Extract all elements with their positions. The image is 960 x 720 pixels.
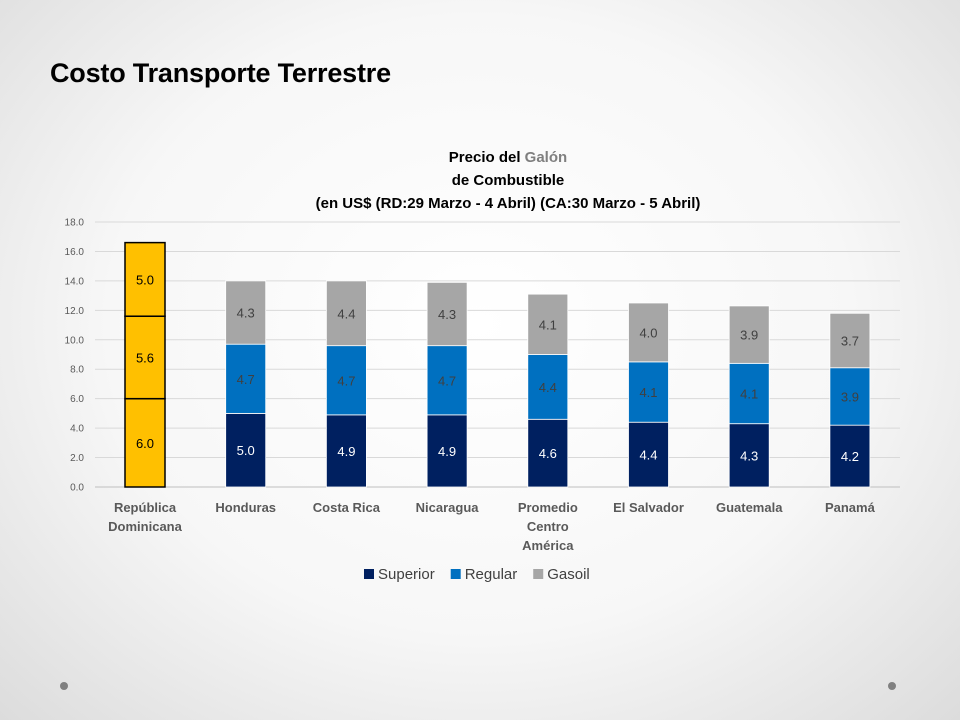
category-label: Honduras	[215, 500, 276, 515]
bar-segment-regular	[325, 345, 367, 416]
bar-segment-superior	[829, 424, 871, 488]
data-label-regular: 4.4	[539, 380, 557, 395]
category-label-line: Panamá	[825, 500, 876, 515]
legend-swatch-superior	[364, 569, 374, 579]
y-tick-label: 12.0	[65, 306, 85, 317]
data-label-regular: 4.1	[639, 385, 657, 400]
category-label-line: Costa Rica	[313, 500, 381, 515]
y-axis-ticks: 0.0 2.0 4.0 6.0 8.0 10.0 12.0 14.0 16.0 18.0	[65, 218, 85, 494]
bar-segment-superior	[628, 421, 669, 488]
bar-segment-gasoil	[225, 280, 267, 345]
data-label-regular: 4.7	[337, 373, 355, 388]
bars	[124, 241, 871, 488]
category-label: República Dominicana	[108, 500, 182, 534]
data-label-gasoil: 3.9	[740, 328, 758, 343]
data-label-superior: 6.0	[136, 436, 154, 451]
bar-segment-superior	[124, 397, 166, 488]
data-label-regular: 4.1	[740, 387, 758, 402]
bar-segment-regular	[728, 362, 770, 425]
data-label-gasoil: 5.0	[136, 272, 154, 287]
category-label-line: El Salvador	[613, 500, 684, 515]
chart-title-segment: de Combustible	[452, 172, 565, 189]
data-label-gasoil: 4.3	[438, 307, 456, 322]
bar-segment-gasoil	[628, 302, 669, 363]
y-tick-label: 18.0	[65, 218, 85, 229]
bar-segment-gasoil	[829, 312, 871, 369]
y-tick-label: 8.0	[70, 365, 84, 376]
x-axis-categories: República Dominicana Honduras Costa Rica Nic…	[108, 500, 875, 553]
data-labels: 6.0 5.6 5.0 5.0 4.7 4.3 4.9 4.7 4.4 4.9 4.7 4.3 4.6 4…	[136, 272, 859, 464]
y-tick-label: 6.0	[70, 394, 84, 405]
legend-label-regular: Regular	[465, 566, 518, 583]
slide-title: Costo Transporte Terrestre	[50, 58, 391, 88]
bar-segment-superior	[225, 412, 267, 488]
data-label-gasoil: 4.1	[539, 317, 557, 332]
category-label: Costa Rica	[313, 500, 381, 515]
bar-segment-gasoil	[325, 280, 367, 347]
y-tick-label: 2.0	[70, 453, 84, 464]
data-label-regular: 4.7	[438, 373, 456, 388]
category-label: Guatemala	[716, 500, 783, 515]
category-label: El Salvador	[613, 500, 684, 515]
category-label-line: Guatemala	[716, 500, 783, 515]
data-label-superior: 4.3	[740, 448, 758, 463]
gridlines	[95, 221, 900, 488]
category-label-line: Nicaragua	[416, 500, 480, 515]
bar-segment-regular	[225, 343, 267, 414]
chart-title-line: Precio del Galón	[449, 149, 567, 166]
data-label-gasoil: 4.4	[337, 306, 355, 321]
data-label-superior: 4.9	[438, 444, 456, 459]
data-label-gasoil: 3.7	[841, 334, 859, 349]
bar-segment-superior	[426, 414, 468, 488]
data-label-superior: 4.6	[539, 446, 557, 461]
bar-segment-gasoil	[426, 281, 468, 347]
category-label-line: América	[522, 538, 574, 553]
legend-label-gasoil: Gasoil	[547, 566, 590, 583]
chart-title-line: de Combustible	[452, 172, 565, 189]
category-label: Nicaragua	[416, 500, 480, 515]
bar-segment-regular	[527, 354, 569, 420]
category-label-line: Centro	[527, 519, 569, 534]
nav-dot-right	[888, 682, 896, 690]
data-label-superior: 4.9	[337, 444, 355, 459]
data-label-gasoil: 4.3	[237, 306, 255, 321]
y-tick-label: 16.0	[65, 247, 85, 258]
category-label-line: Dominicana	[108, 519, 182, 534]
category-label-line: Honduras	[215, 500, 276, 515]
legend-swatch-gasoil	[533, 569, 544, 579]
bar-segment-regular	[829, 367, 871, 426]
data-label-superior: 5.0	[237, 443, 255, 458]
data-label-gasoil: 4.0	[639, 325, 657, 340]
y-tick-label: 4.0	[70, 424, 84, 435]
y-tick-label: 10.0	[65, 335, 85, 346]
data-label-regular: 4.7	[237, 372, 255, 387]
bar-segment-regular	[124, 315, 166, 400]
bar-segment-superior	[325, 414, 367, 488]
nav-dot-left	[60, 682, 68, 690]
data-label-superior: 4.2	[841, 449, 859, 464]
chart-title-line: (en US$ (RD:29 Marzo - 4 Abril) (CA:30 M…	[316, 195, 701, 212]
legend-swatch-regular	[450, 569, 461, 579]
category-label: Panamá	[825, 500, 876, 515]
data-label-regular: 3.9	[841, 389, 859, 404]
y-tick-label: 14.0	[65, 276, 85, 287]
bar-segment-gasoil	[728, 305, 770, 364]
data-label-regular: 5.6	[136, 350, 154, 365]
category-label-line: República	[114, 500, 177, 515]
bar-segment-gasoil	[527, 293, 569, 355]
bar-segment-superior	[527, 418, 569, 488]
legend-label-superior: Superior	[378, 566, 435, 583]
chart-title-segment: (en US$ (RD:29 Marzo - 4 Abril) (CA:30 M…	[316, 195, 701, 212]
chart-title: Precio del Galón de Combustible (en US$ (R…	[316, 149, 701, 212]
y-tick-label: 0.0	[70, 483, 84, 494]
chart-title-segment: Galón	[525, 149, 568, 166]
bar-segment-regular	[628, 361, 669, 423]
chart-title-segment: Precio del	[449, 149, 525, 166]
bar-segment-gasoil	[124, 241, 166, 317]
category-label: Promedio Centro América	[518, 500, 578, 553]
category-label-line: Promedio	[518, 500, 578, 515]
data-label-superior: 4.4	[639, 448, 657, 463]
legend: Superior Regular Gasoil	[364, 566, 590, 583]
